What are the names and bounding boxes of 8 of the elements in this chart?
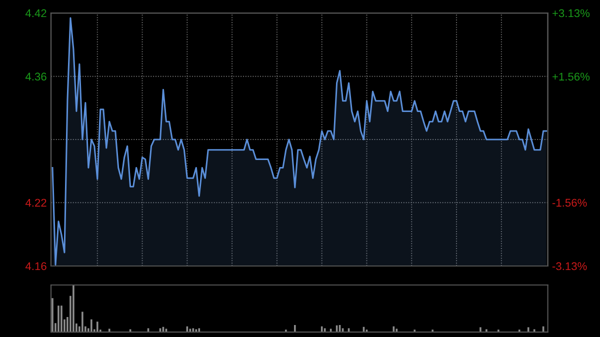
y-tick-label: 4.36 xyxy=(25,72,46,81)
y-tick-label: 4.16 xyxy=(25,262,46,270)
y2-tick-label: -1.56% xyxy=(552,198,587,207)
y2-tick-label: +3.13% xyxy=(552,9,590,18)
y-tick-label: 4.22 xyxy=(25,198,46,207)
y2-tick-label: +1.56% xyxy=(552,72,590,81)
y-tick-label: 4.42 xyxy=(25,9,46,18)
y2-tick-label: -3.13% xyxy=(552,262,587,270)
